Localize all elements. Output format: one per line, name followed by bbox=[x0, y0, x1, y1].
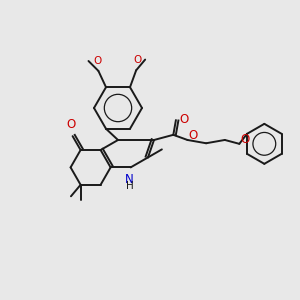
Text: O: O bbox=[66, 118, 75, 131]
Text: O: O bbox=[133, 55, 141, 65]
Text: N: N bbox=[125, 173, 134, 186]
Text: O: O bbox=[240, 133, 250, 146]
Text: O: O bbox=[179, 112, 188, 126]
Text: O: O bbox=[188, 130, 198, 142]
Text: H: H bbox=[126, 182, 134, 191]
Text: O: O bbox=[93, 56, 101, 66]
